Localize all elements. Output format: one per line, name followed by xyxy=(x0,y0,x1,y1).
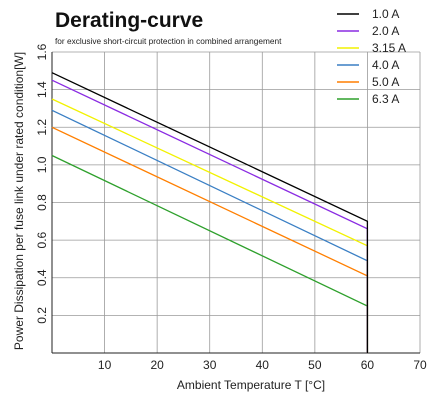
legend-label: 5.0 A xyxy=(372,75,399,89)
tick-labels: 10 20 30 40 50 60 70 0.2 0.4 0.6 0.8 1.0 1.2 1.4 1.6 xyxy=(35,43,427,372)
legend-label: 3.15 A xyxy=(372,41,406,55)
y-tick-label: 0.8 xyxy=(35,194,49,211)
chart-title: Derating-curve xyxy=(55,9,203,32)
x-tick-label: 50 xyxy=(308,358,322,372)
x-tick-label: 10 xyxy=(98,358,112,372)
x-axis-label: Ambient Temperature T [°C] xyxy=(177,378,325,392)
gridlines xyxy=(52,51,421,353)
x-tick-label: 70 xyxy=(413,358,427,372)
y-tick-label: 1.2 xyxy=(35,119,49,136)
legend-label: 1.0 A xyxy=(372,7,399,21)
y-tick-label: 1.0 xyxy=(35,156,49,173)
chart-subtitle: for exclusive short-circuit protection i… xyxy=(55,36,282,46)
x-tick-label: 20 xyxy=(150,358,164,372)
x-tick-label: 30 xyxy=(203,358,217,372)
x-tick-label: 60 xyxy=(361,358,375,372)
legend-label: 4.0 A xyxy=(372,58,399,72)
legend-label: 2.0 A xyxy=(372,24,399,38)
x-tick-label: 40 xyxy=(256,358,270,372)
y-axis-label: Power Dissipation per fuse link under ra… xyxy=(12,52,26,350)
legend: 1.0 A 2.0 A 3.15 A 4.0 A 5.0 A 6.3 A xyxy=(337,7,406,106)
y-tick-label: 1.4 xyxy=(35,81,49,98)
series-lines xyxy=(51,72,369,353)
y-tick-label: 0.6 xyxy=(35,231,49,248)
y-tick-label: 0.4 xyxy=(35,269,49,286)
legend-label: 6.3 A xyxy=(372,92,399,106)
y-tick-label: 0.2 xyxy=(35,307,49,324)
y-tick-label: 1.6 xyxy=(35,43,49,60)
series-line-1-0-a xyxy=(51,72,369,353)
axes xyxy=(51,52,420,354)
